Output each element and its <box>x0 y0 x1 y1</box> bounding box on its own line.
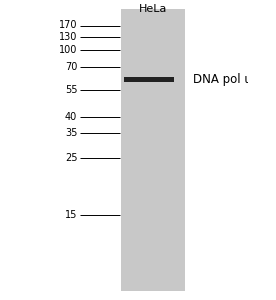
Bar <box>121 9 185 291</box>
Text: 100: 100 <box>59 45 77 55</box>
Text: HeLa: HeLa <box>139 4 167 14</box>
Text: 170: 170 <box>59 20 77 31</box>
Text: 70: 70 <box>65 61 77 72</box>
Text: 55: 55 <box>65 85 77 95</box>
Bar <box>124 77 174 82</box>
Text: DNA pol ι: DNA pol ι <box>193 73 249 86</box>
Text: 15: 15 <box>65 209 77 220</box>
Text: 40: 40 <box>65 112 77 122</box>
Text: 35: 35 <box>65 128 77 138</box>
Text: 130: 130 <box>59 32 77 42</box>
Text: 25: 25 <box>65 153 77 163</box>
